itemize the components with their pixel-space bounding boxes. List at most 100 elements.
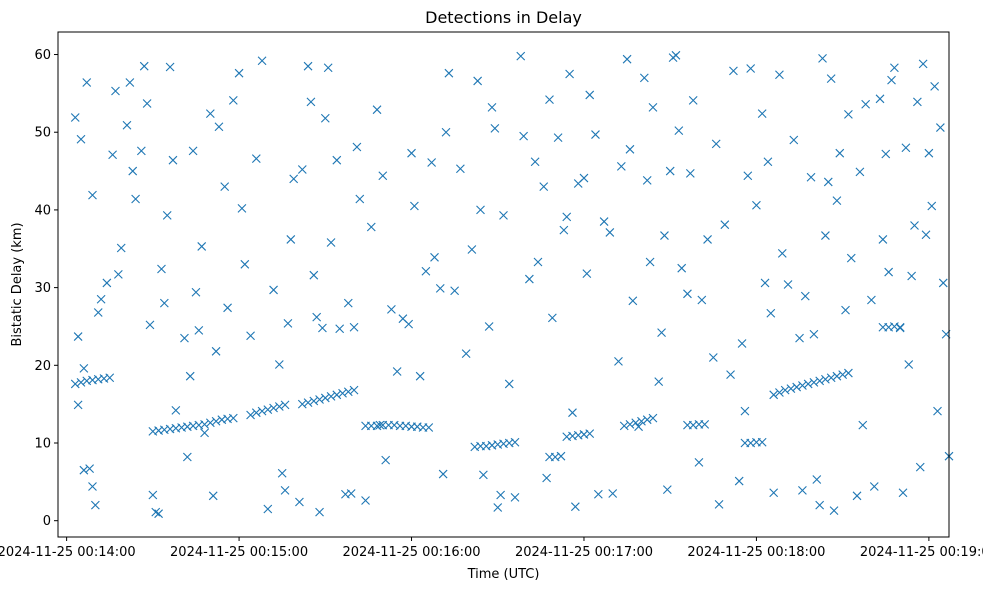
data-point-marker [835, 148, 845, 158]
data-point-marker [648, 102, 658, 112]
data-point-marker [320, 113, 330, 123]
data-point-marker [628, 296, 638, 306]
data-point-marker [809, 329, 819, 339]
data-point-marker [185, 371, 195, 381]
data-point-marker [182, 452, 192, 462]
data-point-marker [309, 270, 319, 280]
data-point-marker [487, 102, 497, 112]
data-point-marker [769, 390, 779, 400]
data-point-marker [197, 242, 207, 251]
y-tick-label: 20 [34, 359, 51, 374]
data-point-marker [907, 271, 917, 281]
data-point-marker [844, 368, 853, 378]
data-point-marker [105, 373, 115, 383]
data-point-marker [90, 500, 100, 510]
data-point-marker [361, 496, 370, 505]
data-point-marker [297, 165, 307, 174]
data-point-marker [269, 403, 278, 413]
data-point-marker [145, 320, 155, 330]
data-point-marker [912, 97, 922, 107]
data-point-marker [280, 485, 290, 495]
data-point-marker [884, 267, 894, 277]
data-point-marker [131, 194, 140, 204]
data-point-marker [524, 274, 534, 284]
data-point-marker [223, 303, 232, 313]
data-point-marker [355, 194, 365, 204]
data-point-marker [841, 305, 850, 315]
data-point-marker [136, 146, 146, 156]
data-point-marker [188, 146, 198, 156]
data-point-marker [450, 286, 460, 296]
data-point-marker [775, 70, 784, 80]
data-point-marker [326, 238, 336, 247]
data-point-marker [662, 485, 672, 494]
data-point-marker [697, 295, 707, 305]
data-point-marker [407, 148, 416, 158]
data-point-marker [200, 419, 209, 429]
data-point-marker [821, 374, 830, 384]
data-point-marker [887, 75, 896, 85]
data-point-marker [323, 63, 333, 73]
data-point-marker [228, 95, 238, 105]
data-point-marker [832, 196, 842, 205]
data-point-marker [714, 499, 724, 509]
data-point-marker [619, 421, 629, 431]
data-point-marker [895, 322, 905, 332]
data-point-marker [829, 506, 839, 515]
data-point-marker [113, 270, 123, 279]
data-point-marker [823, 177, 833, 187]
data-point-marker [599, 217, 609, 226]
data-point-marker [570, 502, 580, 512]
data-point-marker [277, 468, 287, 478]
data-point-marker [775, 388, 784, 397]
data-point-marker [938, 278, 948, 288]
data-point-marker [194, 325, 204, 335]
data-point-marker [935, 123, 945, 132]
data-point-marker [263, 504, 273, 514]
data-point-marker [844, 109, 853, 119]
data-point-marker [312, 312, 322, 322]
data-point-marker [752, 200, 761, 210]
data-point-marker [128, 166, 138, 176]
data-point-marker [789, 135, 799, 145]
data-point-marker [154, 509, 163, 519]
data-point-marker [720, 220, 730, 230]
data-point-marker [547, 313, 557, 323]
data-markers [70, 50, 954, 519]
data-point-marker [349, 385, 359, 395]
data-point-marker [257, 406, 267, 416]
y-tick-label: 30 [34, 281, 51, 296]
data-point-marker [539, 182, 549, 191]
data-point-marker [565, 69, 574, 79]
data-point-marker [122, 120, 132, 130]
data-point-marker [165, 62, 175, 72]
data-point-marker [930, 81, 940, 91]
data-point-marker [519, 131, 529, 141]
data-point-marker [430, 252, 439, 262]
data-point-marker [821, 231, 830, 240]
data-point-marker [921, 230, 931, 240]
data-point-marker [927, 201, 937, 211]
data-point-marker [76, 134, 86, 144]
data-point-marker [148, 490, 158, 500]
data-point-marker [493, 503, 503, 512]
data-point-marker [318, 323, 327, 333]
x-tick-label: 2024-11-25 00:19:00 [860, 545, 983, 560]
data-point-marker [890, 63, 899, 73]
data-point-marker [878, 235, 888, 244]
data-point-marker [743, 171, 753, 181]
data-point-marker [461, 349, 471, 359]
data-point-marker [671, 50, 681, 60]
data-point-marker [378, 171, 388, 181]
data-point-marker [366, 222, 376, 232]
data-point-marker [510, 437, 520, 447]
data-point-marker [280, 400, 290, 410]
data-point-marker [263, 405, 273, 414]
data-point-marker [205, 418, 215, 428]
data-point-marker [685, 169, 695, 178]
data-point-marker [545, 95, 554, 104]
data-point-marker [665, 166, 675, 176]
data-point-marker [861, 99, 871, 109]
data-point-marker [933, 406, 942, 416]
